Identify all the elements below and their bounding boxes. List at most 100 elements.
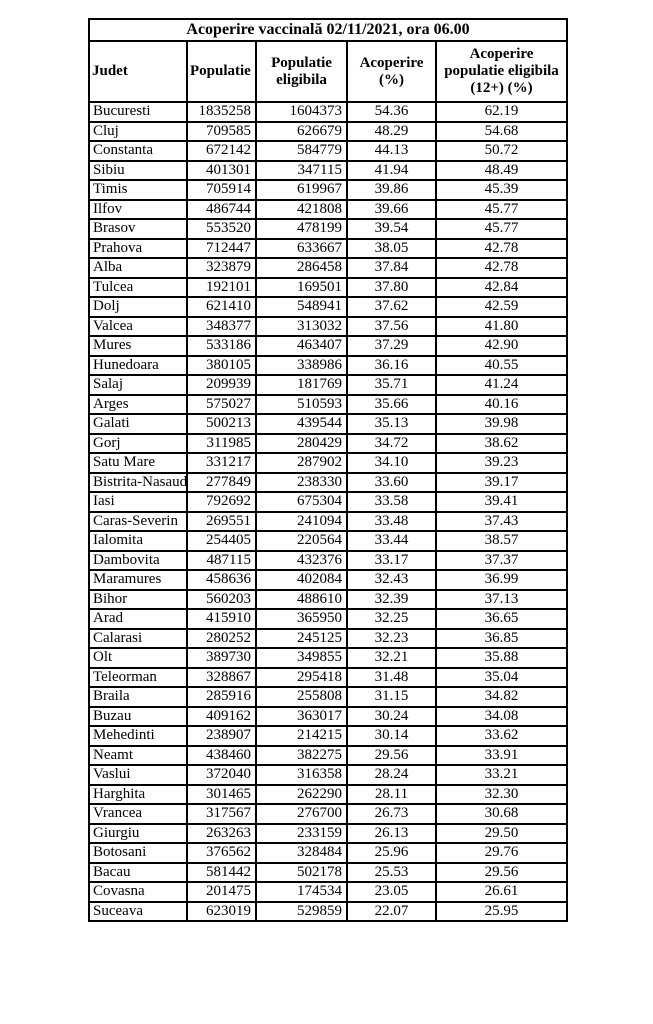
cell-acoperire-pct: 31.48 — [346, 666, 437, 688]
cell-acoperire-eligibila-pct: 25.95 — [435, 900, 568, 922]
cell-populatie: 487115 — [186, 549, 257, 571]
cell-populatie-eligibila: 529859 — [255, 900, 348, 922]
cell-populatie: 672142 — [186, 140, 257, 162]
cell-acoperire-eligibila-pct: 42.90 — [435, 335, 568, 357]
cell-judet: Arges — [88, 393, 188, 415]
table-row: Dambovita 487115 432376 33.17 37.37 — [88, 549, 568, 571]
table-title: Acoperire vaccinală 02/11/2021, ora 06.0… — [88, 18, 568, 42]
cell-populatie-eligibila: 619967 — [255, 179, 348, 201]
vaccination-coverage-table: Acoperire vaccinală 02/11/2021, ora 06.0… — [88, 18, 568, 922]
table-row: Timis 705914 619967 39.86 45.39 — [88, 179, 568, 201]
cell-acoperire-pct: 33.58 — [346, 491, 437, 513]
cell-populatie: 712447 — [186, 237, 257, 259]
cell-judet: Olt — [88, 647, 188, 669]
cell-populatie-eligibila: 626679 — [255, 120, 348, 142]
cell-judet: Teleorman — [88, 666, 188, 688]
cell-acoperire-eligibila-pct: 38.57 — [435, 530, 568, 552]
cell-populatie: 500213 — [186, 413, 257, 435]
cell-judet: Suceava — [88, 900, 188, 922]
cell-acoperire-pct: 35.13 — [346, 413, 437, 435]
cell-populatie: 458636 — [186, 569, 257, 591]
cell-acoperire-pct: 28.24 — [346, 764, 437, 786]
cell-acoperire-pct: 26.73 — [346, 803, 437, 825]
column-header-judet: Judet — [88, 40, 188, 103]
cell-judet: Salaj — [88, 374, 188, 396]
cell-populatie: 438460 — [186, 744, 257, 766]
cell-judet: Sibiu — [88, 159, 188, 181]
cell-acoperire-eligibila-pct: 29.76 — [435, 842, 568, 864]
cell-judet: Constanta — [88, 140, 188, 162]
cell-acoperire-eligibila-pct: 42.59 — [435, 296, 568, 318]
table-row: Ialomita 254405 220564 33.44 38.57 — [88, 530, 568, 552]
cell-populatie-eligibila: 584779 — [255, 140, 348, 162]
cell-populatie-eligibila: 633667 — [255, 237, 348, 259]
cell-populatie-eligibila: 262290 — [255, 783, 348, 805]
table-row: Salaj 209939 181769 35.71 41.24 — [88, 374, 568, 396]
cell-acoperire-eligibila-pct: 34.82 — [435, 686, 568, 708]
table-row: Calarasi 280252 245125 32.23 36.85 — [88, 627, 568, 649]
cell-judet: Galati — [88, 413, 188, 435]
cell-acoperire-pct: 41.94 — [346, 159, 437, 181]
cell-acoperire-pct: 28.11 — [346, 783, 437, 805]
cell-acoperire-eligibila-pct: 29.56 — [435, 861, 568, 883]
cell-populatie: 209939 — [186, 374, 257, 396]
table-row: Constanta 672142 584779 44.13 50.72 — [88, 140, 568, 162]
table-row: Bacau 581442 502178 25.53 29.56 — [88, 861, 568, 883]
cell-acoperire-eligibila-pct: 62.19 — [435, 101, 568, 123]
table-row: Sibiu 401301 347115 41.94 48.49 — [88, 159, 568, 181]
cell-judet: Prahova — [88, 237, 188, 259]
cell-acoperire-eligibila-pct: 32.30 — [435, 783, 568, 805]
cell-acoperire-eligibila-pct: 29.50 — [435, 822, 568, 844]
cell-acoperire-eligibila-pct: 42.84 — [435, 276, 568, 298]
cell-judet: Brasov — [88, 218, 188, 240]
cell-judet: Harghita — [88, 783, 188, 805]
table-row: Tulcea 192101 169501 37.80 42.84 — [88, 276, 568, 298]
cell-populatie-eligibila: 402084 — [255, 569, 348, 591]
cell-acoperire-pct: 48.29 — [346, 120, 437, 142]
table-row: Satu Mare 331217 287902 34.10 39.23 — [88, 452, 568, 474]
table-row: Prahova 712447 633667 38.05 42.78 — [88, 237, 568, 259]
cell-acoperire-eligibila-pct: 37.37 — [435, 549, 568, 571]
cell-acoperire-pct: 37.29 — [346, 335, 437, 357]
cell-populatie: 372040 — [186, 764, 257, 786]
cell-acoperire-eligibila-pct: 45.39 — [435, 179, 568, 201]
table-row: Bihor 560203 488610 32.39 37.13 — [88, 588, 568, 610]
cell-populatie-eligibila: 241094 — [255, 510, 348, 532]
cell-judet: Braila — [88, 686, 188, 708]
cell-populatie-eligibila: 382275 — [255, 744, 348, 766]
table-row: Bucuresti 1835258 1604373 54.36 62.19 — [88, 101, 568, 123]
cell-populatie-eligibila: 245125 — [255, 627, 348, 649]
cell-acoperire-eligibila-pct: 42.78 — [435, 257, 568, 279]
table-row: Giurgiu 263263 233159 26.13 29.50 — [88, 822, 568, 844]
column-header-populatie-eligibila: Populatie eligibila — [255, 40, 348, 103]
cell-judet: Mehedinti — [88, 725, 188, 747]
cell-acoperire-pct: 39.54 — [346, 218, 437, 240]
cell-acoperire-eligibila-pct: 33.62 — [435, 725, 568, 747]
cell-populatie-eligibila: 220564 — [255, 530, 348, 552]
cell-acoperire-eligibila-pct: 37.43 — [435, 510, 568, 532]
table-row: Olt 389730 349855 32.21 35.88 — [88, 647, 568, 669]
cell-acoperire-eligibila-pct: 36.65 — [435, 608, 568, 630]
table-row: Buzau 409162 363017 30.24 34.08 — [88, 705, 568, 727]
cell-populatie-eligibila: 463407 — [255, 335, 348, 357]
table-row: Caras-Severin 269551 241094 33.48 37.43 — [88, 510, 568, 532]
cell-acoperire-pct: 35.71 — [346, 374, 437, 396]
cell-acoperire-pct: 23.05 — [346, 881, 437, 903]
cell-populatie: 301465 — [186, 783, 257, 805]
cell-acoperire-eligibila-pct: 26.61 — [435, 881, 568, 903]
cell-judet: Giurgiu — [88, 822, 188, 844]
cell-populatie: 581442 — [186, 861, 257, 883]
cell-acoperire-pct: 32.21 — [346, 647, 437, 669]
cell-populatie: 348377 — [186, 315, 257, 337]
cell-acoperire-eligibila-pct: 39.17 — [435, 471, 568, 493]
cell-judet: Gorj — [88, 432, 188, 454]
table-row: Mehedinti 238907 214215 30.14 33.62 — [88, 725, 568, 747]
cell-acoperire-pct: 25.53 — [346, 861, 437, 883]
table-row: Braila 285916 255808 31.15 34.82 — [88, 686, 568, 708]
cell-judet: Maramures — [88, 569, 188, 591]
table-row: Arad 415910 365950 32.25 36.65 — [88, 608, 568, 630]
cell-judet: Vaslui — [88, 764, 188, 786]
cell-judet: Hunedoara — [88, 354, 188, 376]
cell-acoperire-pct: 39.86 — [346, 179, 437, 201]
cell-populatie: 269551 — [186, 510, 257, 532]
